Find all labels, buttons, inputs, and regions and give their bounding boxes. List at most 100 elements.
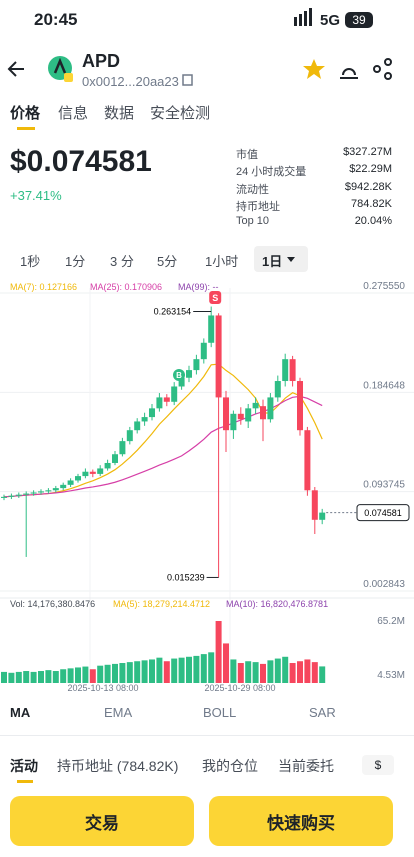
volume-bar [186, 656, 192, 683]
bottom-tab-underline [17, 780, 33, 783]
x-date-label: 2025-10-13 08:00 [67, 683, 138, 693]
candle-body [1, 496, 7, 498]
vol-ma5: MA(5): 18,279,214.4712 [113, 599, 210, 609]
candle-body [97, 468, 104, 474]
trade-button[interactable]: 交易 [10, 796, 194, 846]
vol-tick-label: 65.2M [377, 616, 405, 627]
volume-bar [230, 659, 237, 683]
status-time: 20:45 [34, 10, 78, 29]
volume-bar [245, 661, 252, 683]
volume-bar [141, 660, 148, 683]
interval[interactable]: 1小时 [205, 254, 239, 269]
interval[interactable]: 3 分 [110, 254, 134, 269]
indicator[interactable]: BOLL [203, 705, 237, 720]
volume-bar [112, 663, 118, 683]
candle-body [178, 377, 185, 387]
stat-value: $942.28K [344, 180, 392, 193]
y-tick-label: 0.184648 [363, 380, 405, 391]
candle-body [193, 359, 200, 371]
candle-body [15, 494, 22, 496]
buy-marker: B [176, 371, 182, 380]
candle-body [134, 421, 141, 431]
candle-body [60, 484, 67, 489]
interval[interactable]: 5分 [157, 254, 178, 269]
volume-bar [52, 671, 59, 683]
volume-bar [38, 671, 44, 683]
volume-bar [163, 661, 170, 683]
dropdown-arrow [287, 257, 295, 262]
tab[interactable]: 价格 [10, 105, 41, 122]
volume-bar [171, 658, 178, 683]
symbol: APD [82, 51, 121, 71]
indicator[interactable]: EMA [104, 705, 133, 720]
volume-bar [82, 666, 89, 683]
high-label: 0.263154 [154, 307, 192, 317]
candle-body [208, 315, 215, 343]
candle-body [245, 408, 252, 422]
volume-bar [1, 671, 7, 683]
tab[interactable]: 安全检测 [150, 105, 211, 122]
candle-body [52, 488, 59, 491]
interval[interactable]: 1分 [65, 254, 86, 269]
indicator[interactable]: SAR [309, 705, 336, 720]
candle-body [297, 381, 303, 431]
tab[interactable]: 数据 [104, 105, 135, 122]
ma99-legend: MA(99): -- [178, 282, 219, 292]
tab[interactable]: 信息 [58, 105, 89, 122]
ma7-legend: MA(7): 0.127166 [10, 282, 77, 292]
volume-bar [149, 659, 155, 683]
bottom-tab[interactable]: 我的仓位 [202, 758, 258, 774]
interval[interactable]: 1日 [262, 254, 283, 269]
volume-bar [97, 665, 104, 683]
volume-bar [289, 663, 296, 683]
candle-body [186, 370, 192, 378]
volume-bar [134, 661, 141, 683]
candle-body [274, 381, 281, 398]
indicator[interactable]: MA [10, 705, 31, 720]
bottom-tab[interactable]: 持币地址 (784.82K) [57, 758, 179, 774]
bottom-tab[interactable]: 当前委托 [278, 758, 334, 774]
vol-ma10: MA(10): 16,820,476.8781 [226, 599, 328, 609]
sell-marker-bg [209, 291, 222, 304]
volume-bar [104, 664, 111, 683]
x-date-label: 2025-10-29 08:00 [204, 683, 275, 693]
stat-value: $327.27M [343, 146, 392, 158]
candle-body [126, 430, 133, 442]
low-label: 0.015239 [167, 572, 205, 582]
candle-body [304, 430, 311, 491]
battery: 39 [345, 12, 373, 28]
candle-body [141, 417, 148, 422]
y-tick-label: 0.093745 [363, 480, 405, 491]
candle-body [112, 454, 118, 463]
tab-underline [17, 127, 35, 130]
currency[interactable]: $ [362, 755, 394, 775]
volume-bar [223, 643, 229, 683]
stat-value: 784.82K [351, 197, 392, 210]
candle-body [237, 413, 244, 420]
candle-body [163, 397, 170, 402]
candle-body [38, 491, 44, 493]
candle-body [82, 471, 89, 477]
candle-body [252, 402, 259, 409]
candle-body [311, 490, 318, 520]
volume-bar [15, 671, 22, 683]
volume-bar [126, 662, 133, 683]
candle-body [45, 490, 52, 492]
stat-label: 持币地址 [236, 200, 280, 213]
last-price-label: 0.074581 [364, 508, 402, 518]
quick-buy-button[interactable]: 快速购买 [209, 796, 393, 846]
sell-marker: S [212, 293, 218, 303]
volume-bar [274, 658, 281, 683]
volume-bar [282, 656, 289, 683]
bottom-tab[interactable]: 活动 [10, 758, 38, 774]
volume-bar [67, 668, 74, 683]
volume-bar [252, 662, 259, 683]
candle-body [104, 462, 111, 469]
interval[interactable]: 1秒 [20, 254, 41, 269]
candle-body [23, 493, 30, 495]
candle-body [30, 492, 37, 494]
ma-line [3, 395, 323, 498]
volume-bar [208, 652, 215, 683]
stat-label: 市值 [236, 149, 258, 161]
